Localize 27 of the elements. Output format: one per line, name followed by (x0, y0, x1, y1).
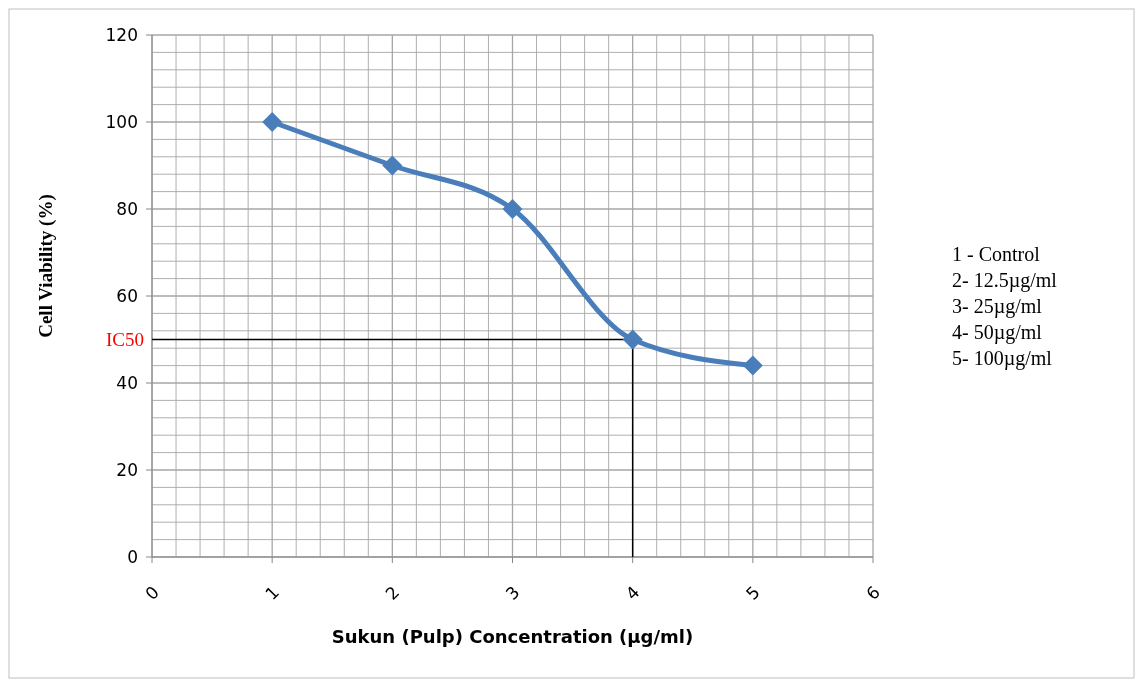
y-tick-label: 20 (116, 459, 138, 480)
text: 3- 25µg/ml (952, 295, 1043, 318)
y-tick-label: 120 (105, 24, 138, 45)
text: 4- 50µg/ml (952, 321, 1043, 344)
text: 1 - Control (952, 243, 1041, 265)
y-axis-title: Cell Viability (%) (35, 194, 57, 338)
y-tick-label: 100 (105, 111, 138, 132)
y-tick-label: 60 (116, 285, 138, 306)
point (382, 155, 403, 176)
text: 2- 12.5µg/ml (952, 269, 1058, 292)
x-axis-title: Sukun (Pulp) Concentration (µg/ml) (331, 626, 694, 647)
point (502, 199, 523, 219)
x-tick-label: 0 (141, 582, 163, 604)
ref-line-label: IC50 (106, 329, 144, 351)
text: 5- 100µg/ml (952, 347, 1053, 370)
point (742, 355, 763, 376)
y-tick-label: 0 (127, 546, 138, 567)
x-tick-label: 3 (501, 582, 524, 604)
x-tick-label: 6 (862, 582, 884, 604)
x-tick-label: 5 (741, 582, 764, 604)
point (622, 329, 643, 350)
y-tick-label: 40 (116, 372, 138, 393)
point (262, 112, 283, 132)
x-tick-label: 1 (261, 582, 284, 604)
x-tick-label: 2 (381, 582, 404, 604)
x-tick-label: 4 (621, 582, 644, 604)
y-tick-label: 80 (116, 198, 138, 219)
